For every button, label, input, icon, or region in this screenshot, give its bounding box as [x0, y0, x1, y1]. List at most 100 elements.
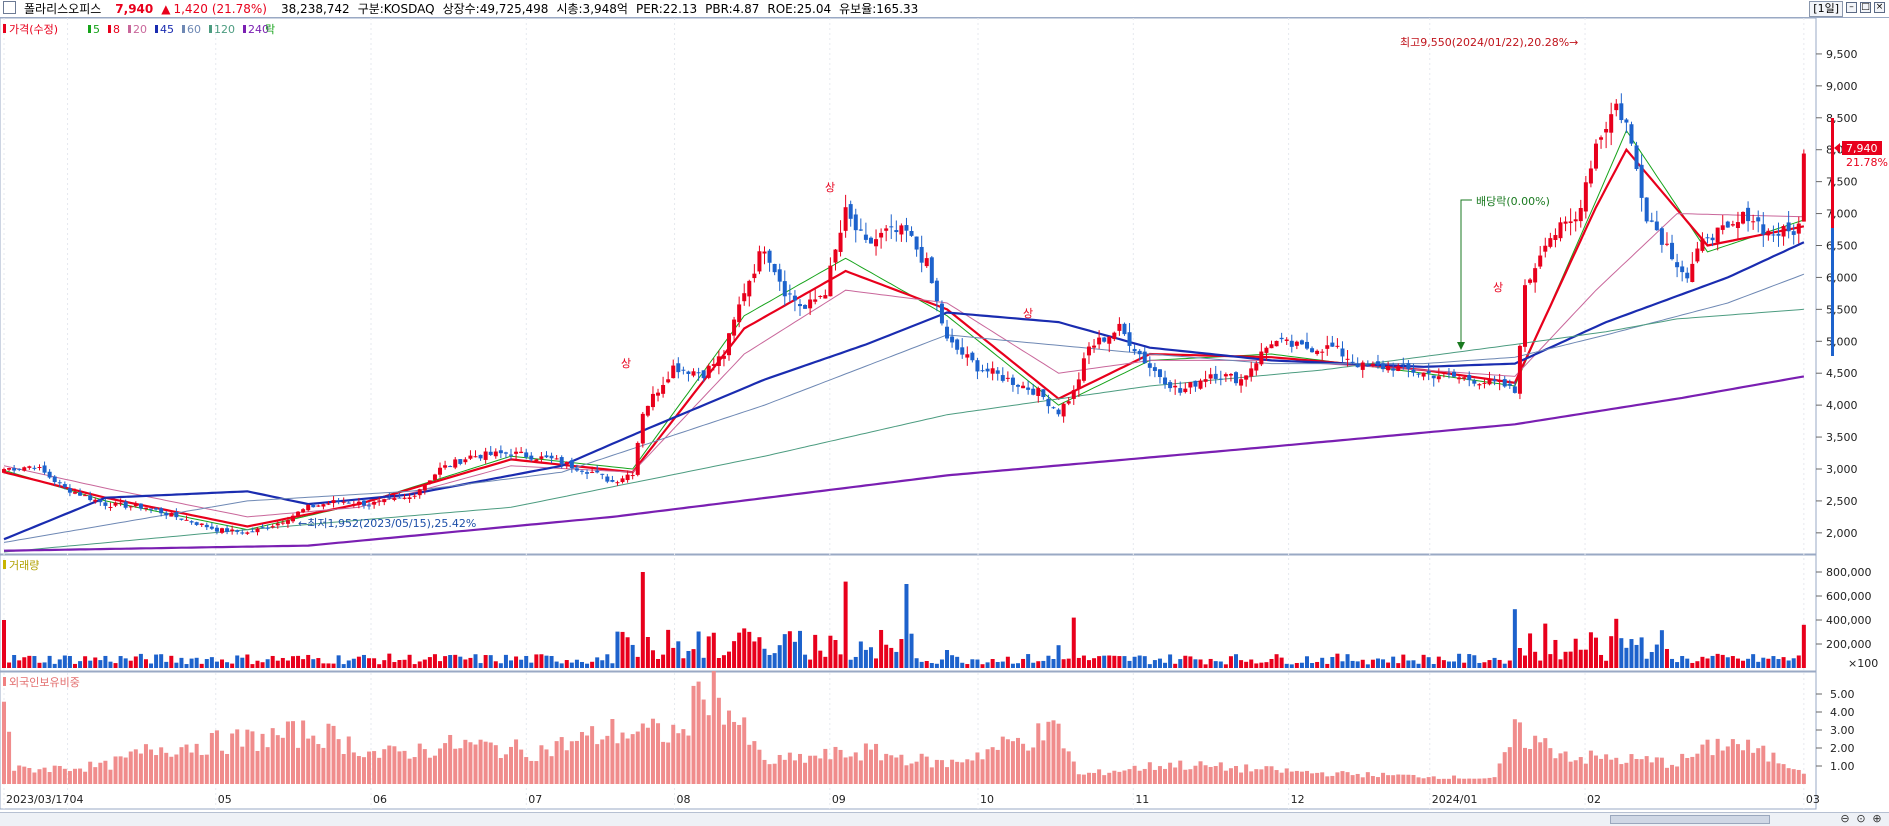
volume-bar [879, 629, 884, 668]
select-checkbox[interactable] [3, 1, 16, 14]
candle-body [600, 473, 605, 475]
candle-body [159, 508, 164, 514]
candle-body [1588, 168, 1593, 184]
foreign-bar [1284, 768, 1289, 784]
candle-body [1629, 124, 1634, 144]
volume-bar [1462, 662, 1467, 668]
period-selector[interactable]: [1일] [1809, 1, 1843, 17]
foreign-bar [1614, 757, 1619, 784]
volume-bar [757, 637, 762, 668]
foreign-bar [67, 771, 72, 784]
candle-body [1152, 367, 1157, 371]
volume-bar [1659, 630, 1664, 668]
foreign-bar [1016, 737, 1020, 784]
volume-bar [1599, 654, 1604, 668]
volume-bar [1117, 656, 1122, 668]
scroll-thumb[interactable] [1610, 815, 1770, 824]
volume-bar [123, 658, 128, 668]
candle-body [1284, 339, 1289, 341]
foreign-bar [1695, 753, 1700, 784]
candle-body [828, 265, 833, 297]
volume-bar [1593, 637, 1598, 668]
candle-body [387, 497, 392, 499]
volume-bar [929, 663, 934, 668]
volume-bar [1391, 656, 1396, 668]
volume-bar [1609, 636, 1614, 668]
candle-body [848, 204, 853, 219]
close-icon[interactable]: × [1874, 2, 1885, 13]
candle-body [853, 214, 858, 231]
candle-body [2, 469, 6, 473]
candle-body [1360, 362, 1365, 370]
volume-bar [975, 659, 980, 668]
zoom-reset-icon[interactable]: ⊙ [1856, 812, 1866, 825]
volume-bar [67, 656, 72, 668]
volume-bar [894, 651, 899, 668]
candle-body [534, 459, 539, 462]
foreign-bar [1543, 738, 1548, 784]
candle-body [1624, 119, 1629, 123]
candle-body [579, 470, 584, 472]
candle-body [407, 497, 412, 499]
candle-body [691, 371, 696, 376]
foreign-bar [559, 737, 564, 784]
volume-bar [681, 658, 686, 668]
volume-bar [1700, 656, 1705, 668]
volume-bar [1746, 658, 1751, 668]
zoom-in-icon[interactable]: ⊕ [1872, 812, 1882, 825]
candle-body [884, 228, 889, 231]
candle-body [701, 370, 706, 379]
minimize-icon[interactable]: – [1846, 2, 1857, 13]
candle-body [341, 501, 346, 503]
volume-bar [316, 658, 321, 668]
volume-value: 38,238,742 [280, 2, 350, 16]
foreign-bar [909, 763, 914, 784]
candle-body [813, 299, 818, 302]
candle-body [970, 352, 975, 361]
candle-body [1801, 153, 1806, 222]
x-tick-label: 06 [373, 793, 387, 806]
volume-bar [98, 660, 103, 668]
foreign-bar [1705, 739, 1710, 784]
y-tick-label: 5,000 [1826, 335, 1858, 348]
volume-bar [1406, 660, 1411, 668]
foreign-bar [1421, 778, 1426, 784]
volume-bar [1203, 664, 1208, 668]
volume-bar [1249, 659, 1254, 668]
y-tick-label: 400,000 [1826, 614, 1872, 627]
foreign-bar [189, 752, 194, 784]
legend-ma-swatch [209, 25, 212, 33]
candle-body [1685, 272, 1690, 279]
candle-body [1659, 228, 1664, 245]
foreign-bar [1026, 750, 1031, 784]
volume-bar [874, 658, 879, 668]
volume-bar [220, 659, 225, 668]
candle-body [250, 531, 255, 533]
foreign-bar [417, 743, 422, 784]
horizontal-scrollbar[interactable] [0, 812, 1889, 826]
volume-bar [1492, 657, 1497, 668]
zoom-out-icon[interactable]: ⊖ [1840, 812, 1850, 825]
candle-body [1649, 220, 1654, 222]
maximize-icon[interactable]: □ [1860, 2, 1871, 13]
foreign-bar [945, 767, 950, 784]
candle-body [1452, 371, 1457, 377]
candle-body [260, 527, 265, 529]
candle-body [1208, 374, 1213, 379]
foreign-bar [1786, 768, 1791, 784]
foreign-bar [1122, 770, 1127, 784]
volume-bar [620, 631, 625, 668]
volume-bar [1578, 649, 1583, 668]
volume-bar [1092, 658, 1097, 668]
candle-body [1761, 224, 1766, 235]
volume-bar [443, 656, 448, 668]
foreign-bar [706, 715, 711, 784]
foreign-bar [1741, 750, 1746, 784]
candle-body [1142, 351, 1147, 364]
foreign-bar [828, 759, 833, 784]
candle-body [93, 499, 98, 502]
candle-body [1751, 221, 1756, 223]
y-tick-label: 4.00 [1830, 706, 1855, 719]
candle-body [118, 502, 123, 504]
